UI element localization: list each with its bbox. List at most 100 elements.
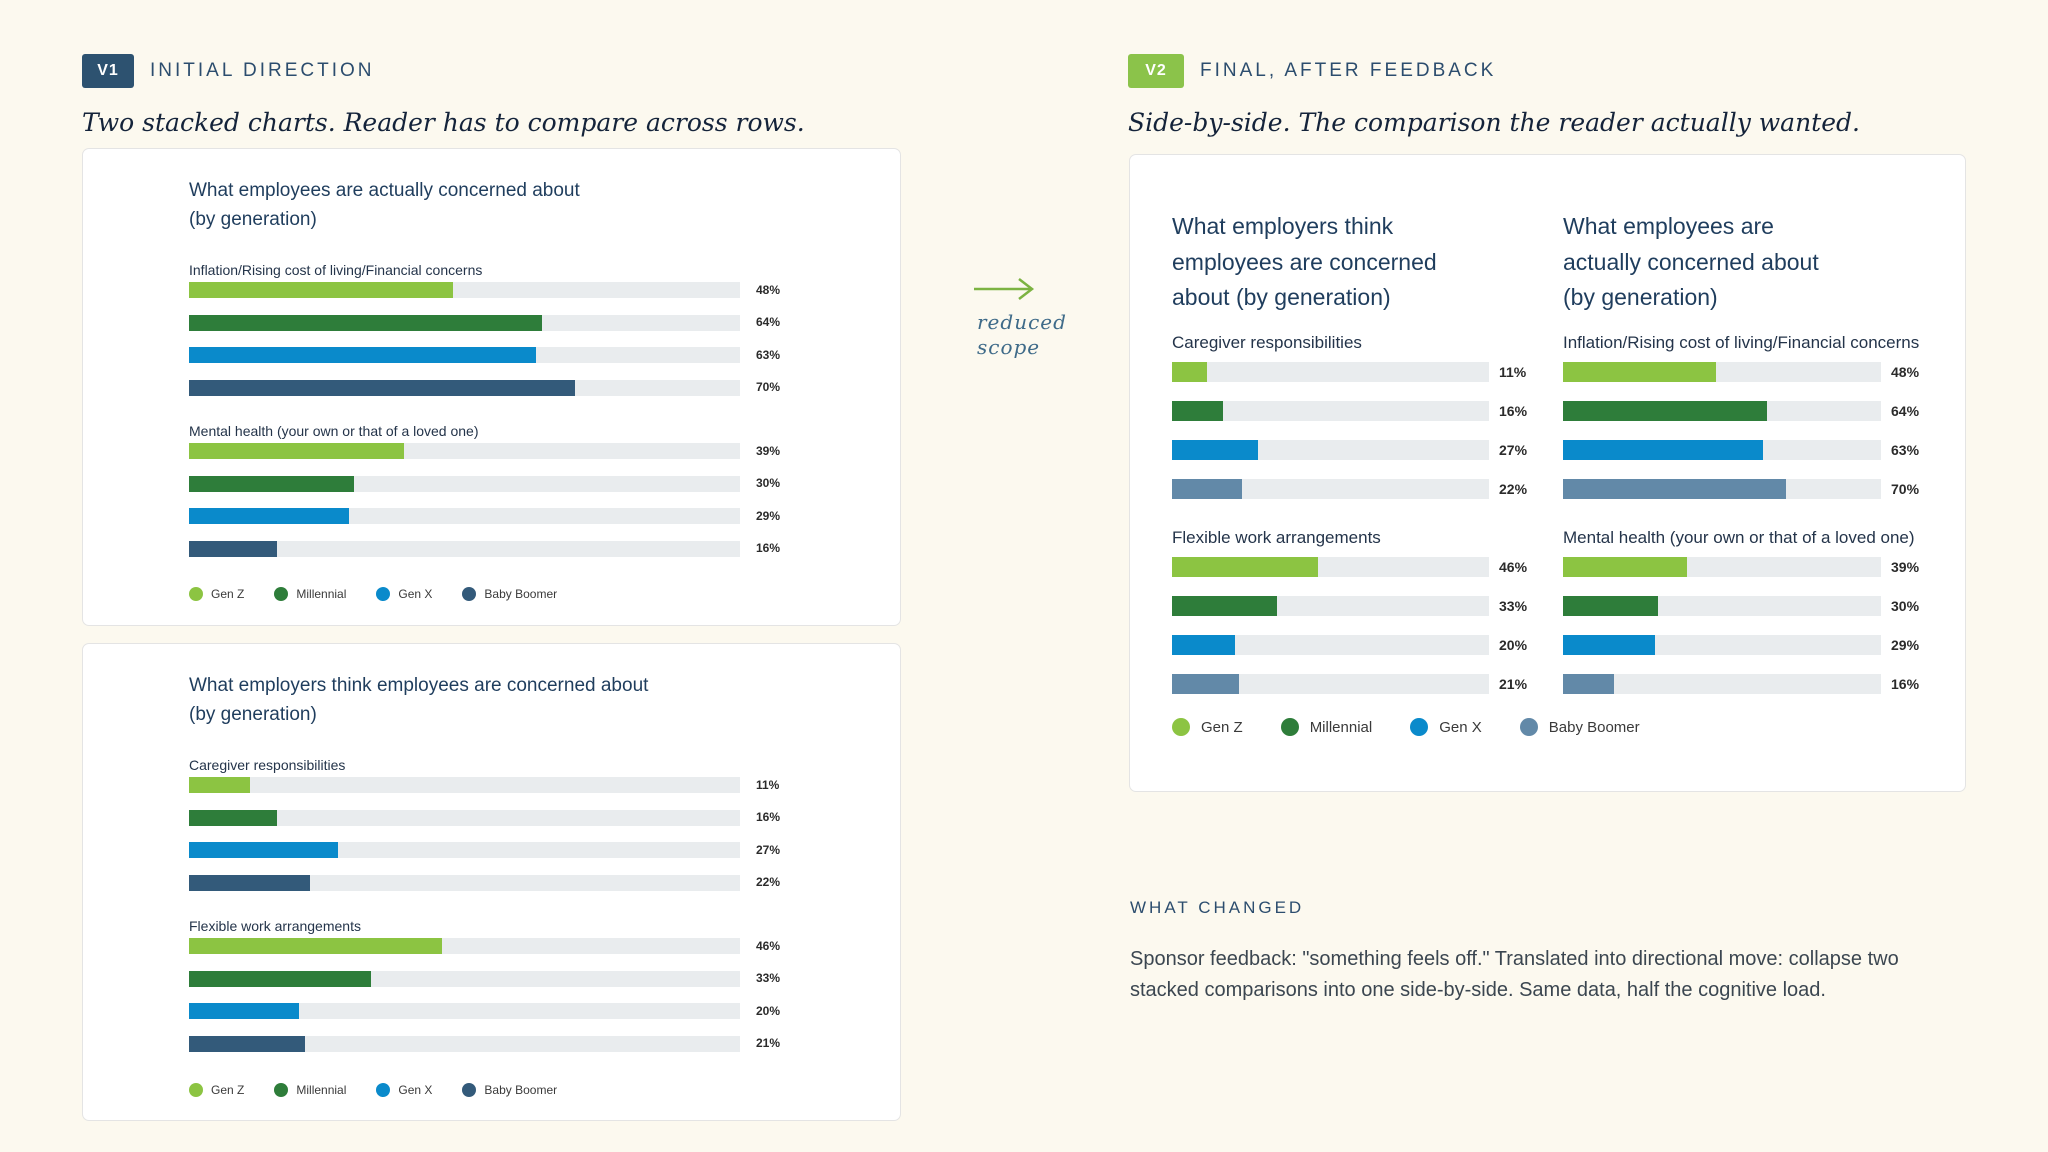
chart-title-line: What employers think [1172,213,1394,239]
bar-track [1563,674,1881,694]
bar [189,874,311,891]
bar-track [1172,479,1489,499]
legend-label: Gen Z [211,1083,245,1097]
bar-track [189,1035,740,1052]
what-changed-body: Sponsor feedback: "something feels off."… [1130,948,1899,1001]
bar-track [189,282,740,298]
legend-label: Baby Boomer [484,587,558,601]
bar-track [1172,362,1489,382]
arrow-caption-line-1: reduced [977,310,1067,334]
bar-track [1563,596,1881,616]
arrow-caption-line-2: scope [977,335,1041,359]
value-label: 39% [1891,558,1920,575]
v1-label: INITIAL DIRECTION [150,60,375,81]
bar-track [189,347,740,363]
chart-title-line: (by generation) [1563,284,1718,311]
category-label: Inflation/Rising cost of living/Financia… [189,262,483,278]
bar [1563,362,1716,382]
bar-track [189,938,740,954]
legend-item: Baby Boomer [462,1083,557,1097]
chart-title: What employers think employees are concer… [1172,209,1549,316]
chart-title-line: about (by generation) [1172,284,1391,311]
legend-swatch [1410,718,1429,736]
chart-title-line: What employees are [1563,213,1774,239]
v2-label: FINAL, AFTER FEEDBACK [1200,60,1497,81]
value-label: 48% [1891,363,1920,380]
bar [1563,557,1688,577]
legend-item: Gen X [376,1083,432,1097]
value-label: 33% [756,971,781,986]
legend-item: Baby Boomer [1519,718,1640,736]
legend-label: Baby Boomer [1548,718,1640,736]
bar-track [189,970,740,987]
v1-subtitle: Two stacked charts. Reader has to compar… [82,108,805,137]
legend-item: Gen X [376,587,432,601]
bar-track [1172,401,1489,421]
v2-tag: V2 [1128,54,1184,88]
legend-label: Millennial [296,1083,347,1097]
bar-track [1172,635,1489,655]
legend-swatch [274,1083,289,1097]
value-label: 20% [1499,636,1528,653]
value-label: 16% [1891,675,1920,692]
legend-label: Millennial [1309,718,1373,736]
category-label: Mental health (your own or that of a lov… [1563,528,1915,547]
bar [1172,635,1236,655]
legend-label: Millennial [296,587,347,601]
value-label: 27% [756,842,781,857]
legend-label: Gen Z [211,587,245,601]
bar [1172,557,1318,577]
legend-item: Millennial [274,587,346,601]
bar-track [1172,596,1489,616]
chart-title: What employees are actually concerned abo… [1563,209,1941,316]
value-label: 63% [1891,441,1920,458]
bar [189,508,349,524]
bar [189,347,537,363]
value-label: 11% [1499,363,1527,380]
value-label: 29% [1891,636,1920,653]
category-label: Inflation/Rising cost of living/Financia… [1563,333,1920,352]
bar [189,379,575,396]
legend-label: Gen X [398,587,433,601]
value-label: 33% [1499,597,1528,614]
chart-title: What employees are actually concerned ab… [189,176,800,235]
legend-label: Gen Z [1201,718,1243,736]
bar [189,970,371,987]
bar [1563,596,1659,616]
legend-label: Gen X [1439,718,1482,736]
bar [1172,401,1223,421]
category-label: Mental health (your own or that of a lov… [189,423,479,439]
bar [189,842,338,858]
bar [1563,635,1656,655]
legend-item: Gen Z [189,1083,244,1097]
bar [1172,362,1207,382]
chart-title-line: (by generation) [189,209,317,231]
bar-track [1172,440,1489,460]
legend-swatch [376,587,391,601]
value-label: 21% [756,1036,781,1051]
bar [1172,596,1277,616]
bar [1563,401,1767,421]
value-label: 39% [756,443,781,458]
bar [1563,440,1764,460]
category-label: Caregiver responsibilities [189,757,346,773]
bar [189,809,278,826]
bar-track [1563,635,1881,655]
arrow-caption: reduced scope [977,310,1067,360]
value-label: 16% [1499,402,1528,419]
legend-swatch [462,1083,477,1097]
value-label: 64% [1891,402,1920,419]
category-label: Caregiver responsibilities [1172,333,1362,352]
bar [189,1035,305,1052]
bar [189,938,443,954]
legend-item: Millennial [274,1083,346,1097]
value-label: 48% [756,282,781,297]
legend-item: Gen Z [189,587,244,601]
legend-label: Gen X [398,1083,433,1097]
bar [1563,674,1614,694]
arrow-right-icon [974,278,1035,300]
legend-item: Millennial [1280,718,1373,736]
bar-track [189,874,740,891]
chart-title-line: actually concerned about [1563,248,1819,275]
bar [189,777,250,793]
